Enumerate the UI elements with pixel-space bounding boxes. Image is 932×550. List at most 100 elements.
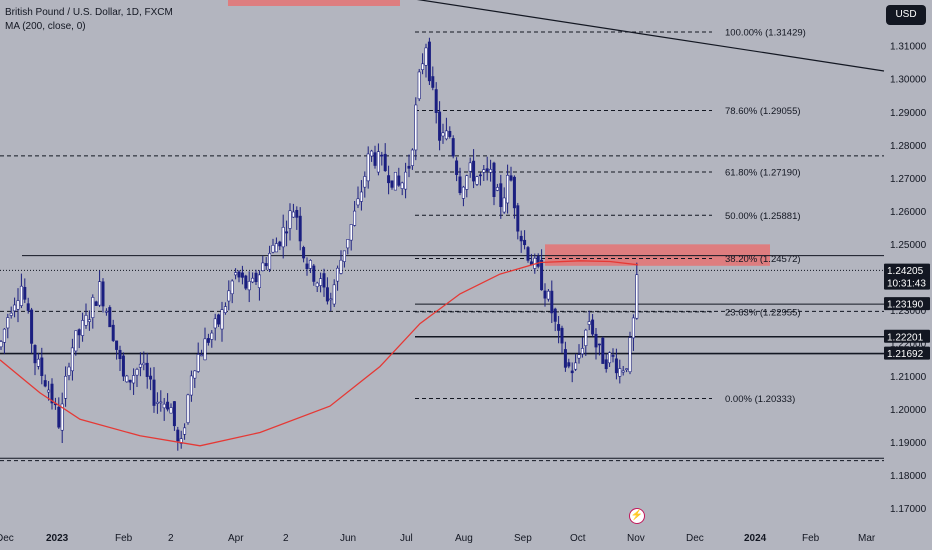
candle-body (108, 307, 112, 328)
time-axis[interactable]: Dec 2023 Feb 2 Apr 2 Jun Jul Aug Sep Oct Nov Dec 2024… (0, 533, 876, 544)
fib-level-label: 50.00% (1.25881) (725, 211, 801, 222)
indicator-title[interactable]: MA (200, close, 0) (5, 21, 86, 32)
candle-body (26, 303, 30, 311)
candle-body (536, 255, 540, 267)
candle-body (295, 209, 299, 218)
candle-body (329, 298, 333, 301)
supply-demand-zones (228, 0, 770, 266)
candle-body (132, 375, 136, 384)
candle-body (87, 319, 91, 322)
candle-body (19, 285, 23, 306)
price-tick-label: 1.20000 (890, 405, 927, 416)
candle-body (499, 183, 503, 208)
time-tick-label: Mar (858, 533, 876, 544)
candle-body (125, 375, 129, 383)
lightning-icon[interactable]: ⚡ (629, 508, 645, 524)
candle-body (6, 317, 10, 329)
candle-body (227, 290, 231, 302)
candle-body (441, 132, 445, 137)
candle-body (189, 375, 193, 396)
candle-body (465, 175, 469, 190)
price-tick-label: 1.30000 (890, 75, 927, 86)
candle-body (563, 349, 567, 368)
candle-body (502, 197, 506, 213)
candle-body (397, 175, 401, 186)
price-tick-label: 1.26000 (890, 207, 927, 218)
candle-body (251, 277, 255, 283)
symbol-title[interactable]: British Pound / U.S. Dollar, 1D, FXCM (5, 7, 173, 18)
candle-body (523, 239, 527, 246)
candle-body (584, 329, 588, 346)
price-label-countdown: 10:31:43 (887, 279, 926, 290)
candle-body (407, 165, 411, 169)
candle-body (312, 265, 316, 282)
candle-body (393, 171, 397, 191)
candle-body (237, 271, 241, 278)
fib-level-label: 100.00% (1.31429) (725, 28, 806, 39)
time-tick-label: Nov (627, 533, 645, 544)
candle-body (410, 149, 414, 166)
candle-body (444, 130, 448, 140)
chart-legend: British Pound / U.S. Dollar, 1D, FXCM MA… (5, 6, 173, 34)
candle-body (118, 349, 122, 360)
candle-body (519, 235, 523, 242)
fibonacci-retracement[interactable]: 100.00% (1.31429) 78.60% (1.29055) 61.80% … (415, 28, 806, 405)
time-tick-label: Feb (802, 533, 820, 544)
candle-body (482, 169, 486, 173)
candle-body (176, 429, 180, 442)
candle-body (434, 89, 438, 113)
time-tick-label: Jul (400, 533, 413, 544)
candle-body (288, 210, 292, 229)
candle-body (332, 284, 336, 305)
candle-body (448, 130, 452, 137)
time-tick-label: Oct (570, 533, 586, 544)
price-tick-label: 1.17000 (890, 504, 927, 515)
candle-body (166, 401, 170, 410)
candle-body (601, 337, 605, 364)
candle-body (271, 245, 275, 253)
time-tick-label: Apr (228, 533, 244, 544)
currency-button[interactable]: USD (886, 5, 926, 25)
candle-body (485, 168, 489, 172)
candle-body (414, 104, 418, 151)
candle-body (285, 231, 289, 234)
candle-body (458, 176, 462, 194)
candle-body (611, 355, 615, 357)
candle-body (427, 41, 431, 82)
candle-body (472, 160, 476, 182)
candle-body (2, 328, 6, 343)
candle-body (322, 273, 326, 288)
candle-body (115, 340, 119, 350)
candle-body (608, 352, 612, 364)
candle-body (597, 343, 601, 346)
candle-body (387, 175, 391, 184)
fib-level-label: 0.00% (1.20333) (725, 394, 795, 405)
candle-body (234, 272, 238, 276)
price-label-value: 1.22201 (887, 332, 924, 343)
candle-body (84, 315, 88, 326)
candle-body (57, 406, 61, 428)
candlestick-series (0, 37, 639, 451)
time-tick-label: Jun (340, 533, 356, 544)
candle-body (16, 300, 20, 310)
candle-body (213, 318, 217, 329)
price-label-value: 1.24205 (887, 266, 924, 277)
candle-body (291, 211, 295, 218)
candle-body (47, 389, 51, 393)
time-tick-label: 2024 (744, 533, 767, 544)
candle-body (417, 71, 421, 100)
price-tick-label: 1.19000 (890, 438, 927, 449)
candle-body (625, 368, 629, 371)
candle-body (91, 297, 95, 318)
price-axis[interactable]: 1.320001.310001.300001.290001.280001.270… (890, 9, 927, 515)
candle-body (315, 282, 319, 287)
fib-level-label: 38.20% (1.24572) (725, 254, 801, 265)
candle-body (424, 47, 428, 66)
candle-body (577, 354, 581, 359)
candle-body (36, 358, 40, 367)
candle-body (543, 290, 547, 299)
candle-body (206, 338, 210, 343)
trendline[interactable] (410, 0, 885, 72)
candle-body (339, 259, 343, 274)
